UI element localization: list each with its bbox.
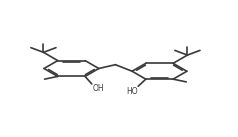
Text: HO: HO — [126, 87, 137, 95]
Text: OH: OH — [92, 84, 104, 93]
